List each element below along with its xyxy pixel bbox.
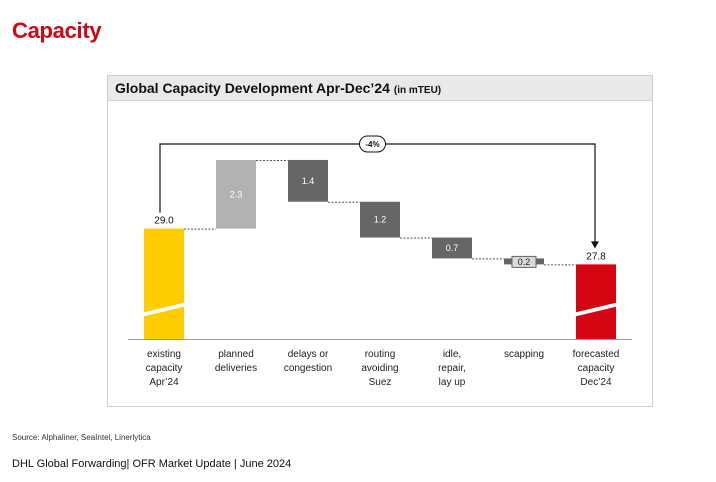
chart-header: Global Capacity Development Apr-Dec’24 (i…	[108, 76, 652, 101]
category-label: Apr’24	[149, 377, 179, 388]
bar-2	[216, 159, 256, 229]
value-label: 0.7	[446, 243, 459, 253]
axis-break-mark	[573, 302, 619, 317]
category-label: lay up	[439, 377, 466, 388]
category-label: planned	[218, 349, 254, 360]
value-label: 1.2	[374, 215, 387, 225]
category-label: repair,	[438, 363, 466, 374]
category-label: capacity	[146, 363, 183, 374]
value-label: 2.3	[230, 189, 243, 199]
category-label: routing	[365, 349, 396, 360]
chart-panel: Global Capacity Development Apr-Dec’24 (i…	[107, 75, 653, 407]
change-arrow-head	[591, 241, 599, 249]
footer-text: DHL Global Forwarding| OFR Market Update…	[12, 458, 292, 470]
category-label: forecasted	[573, 349, 620, 360]
category-label: capacity	[578, 363, 615, 374]
waterfall-chart: 29.0 2.3 1.4 1.2 0.7 0.2 27.8 existing capacity A…	[128, 135, 632, 388]
page-title: Capacity	[12, 18, 102, 43]
axis-break-mark	[141, 302, 187, 317]
value-label: 27.8	[586, 251, 606, 262]
bar-1	[144, 228, 184, 339]
bar-5	[432, 237, 472, 259]
bar-4	[360, 201, 400, 238]
bar-7	[576, 264, 616, 339]
chart-unit: (in mTEU)	[393, 85, 442, 96]
value-label: 0.2	[518, 257, 531, 267]
category-label: Dec’24	[580, 377, 612, 388]
value-label: 29.0	[154, 216, 174, 227]
category-label: idle,	[443, 349, 461, 360]
category-label: existing	[147, 349, 181, 360]
value-label-box	[511, 255, 537, 268]
chart-title: Global Capacity Development Apr-Dec’24 (i…	[115, 80, 441, 96]
value-label: 1.4	[302, 176, 315, 186]
category-label: congestion	[284, 363, 332, 374]
change-badge	[359, 135, 386, 153]
source-note: Source: Alphaliner, SeaIntel, Linerlytic…	[12, 433, 151, 442]
bar-3	[288, 159, 328, 202]
chart-title-text: Global Capacity Development Apr-Dec’24	[115, 80, 390, 96]
change-label: -4%	[365, 140, 379, 149]
category-label: avoiding	[361, 363, 398, 374]
category-label: delays or	[288, 349, 329, 360]
category-label: deliveries	[215, 363, 257, 374]
category-label: scapping	[504, 349, 544, 360]
category-label: Suez	[369, 377, 392, 388]
